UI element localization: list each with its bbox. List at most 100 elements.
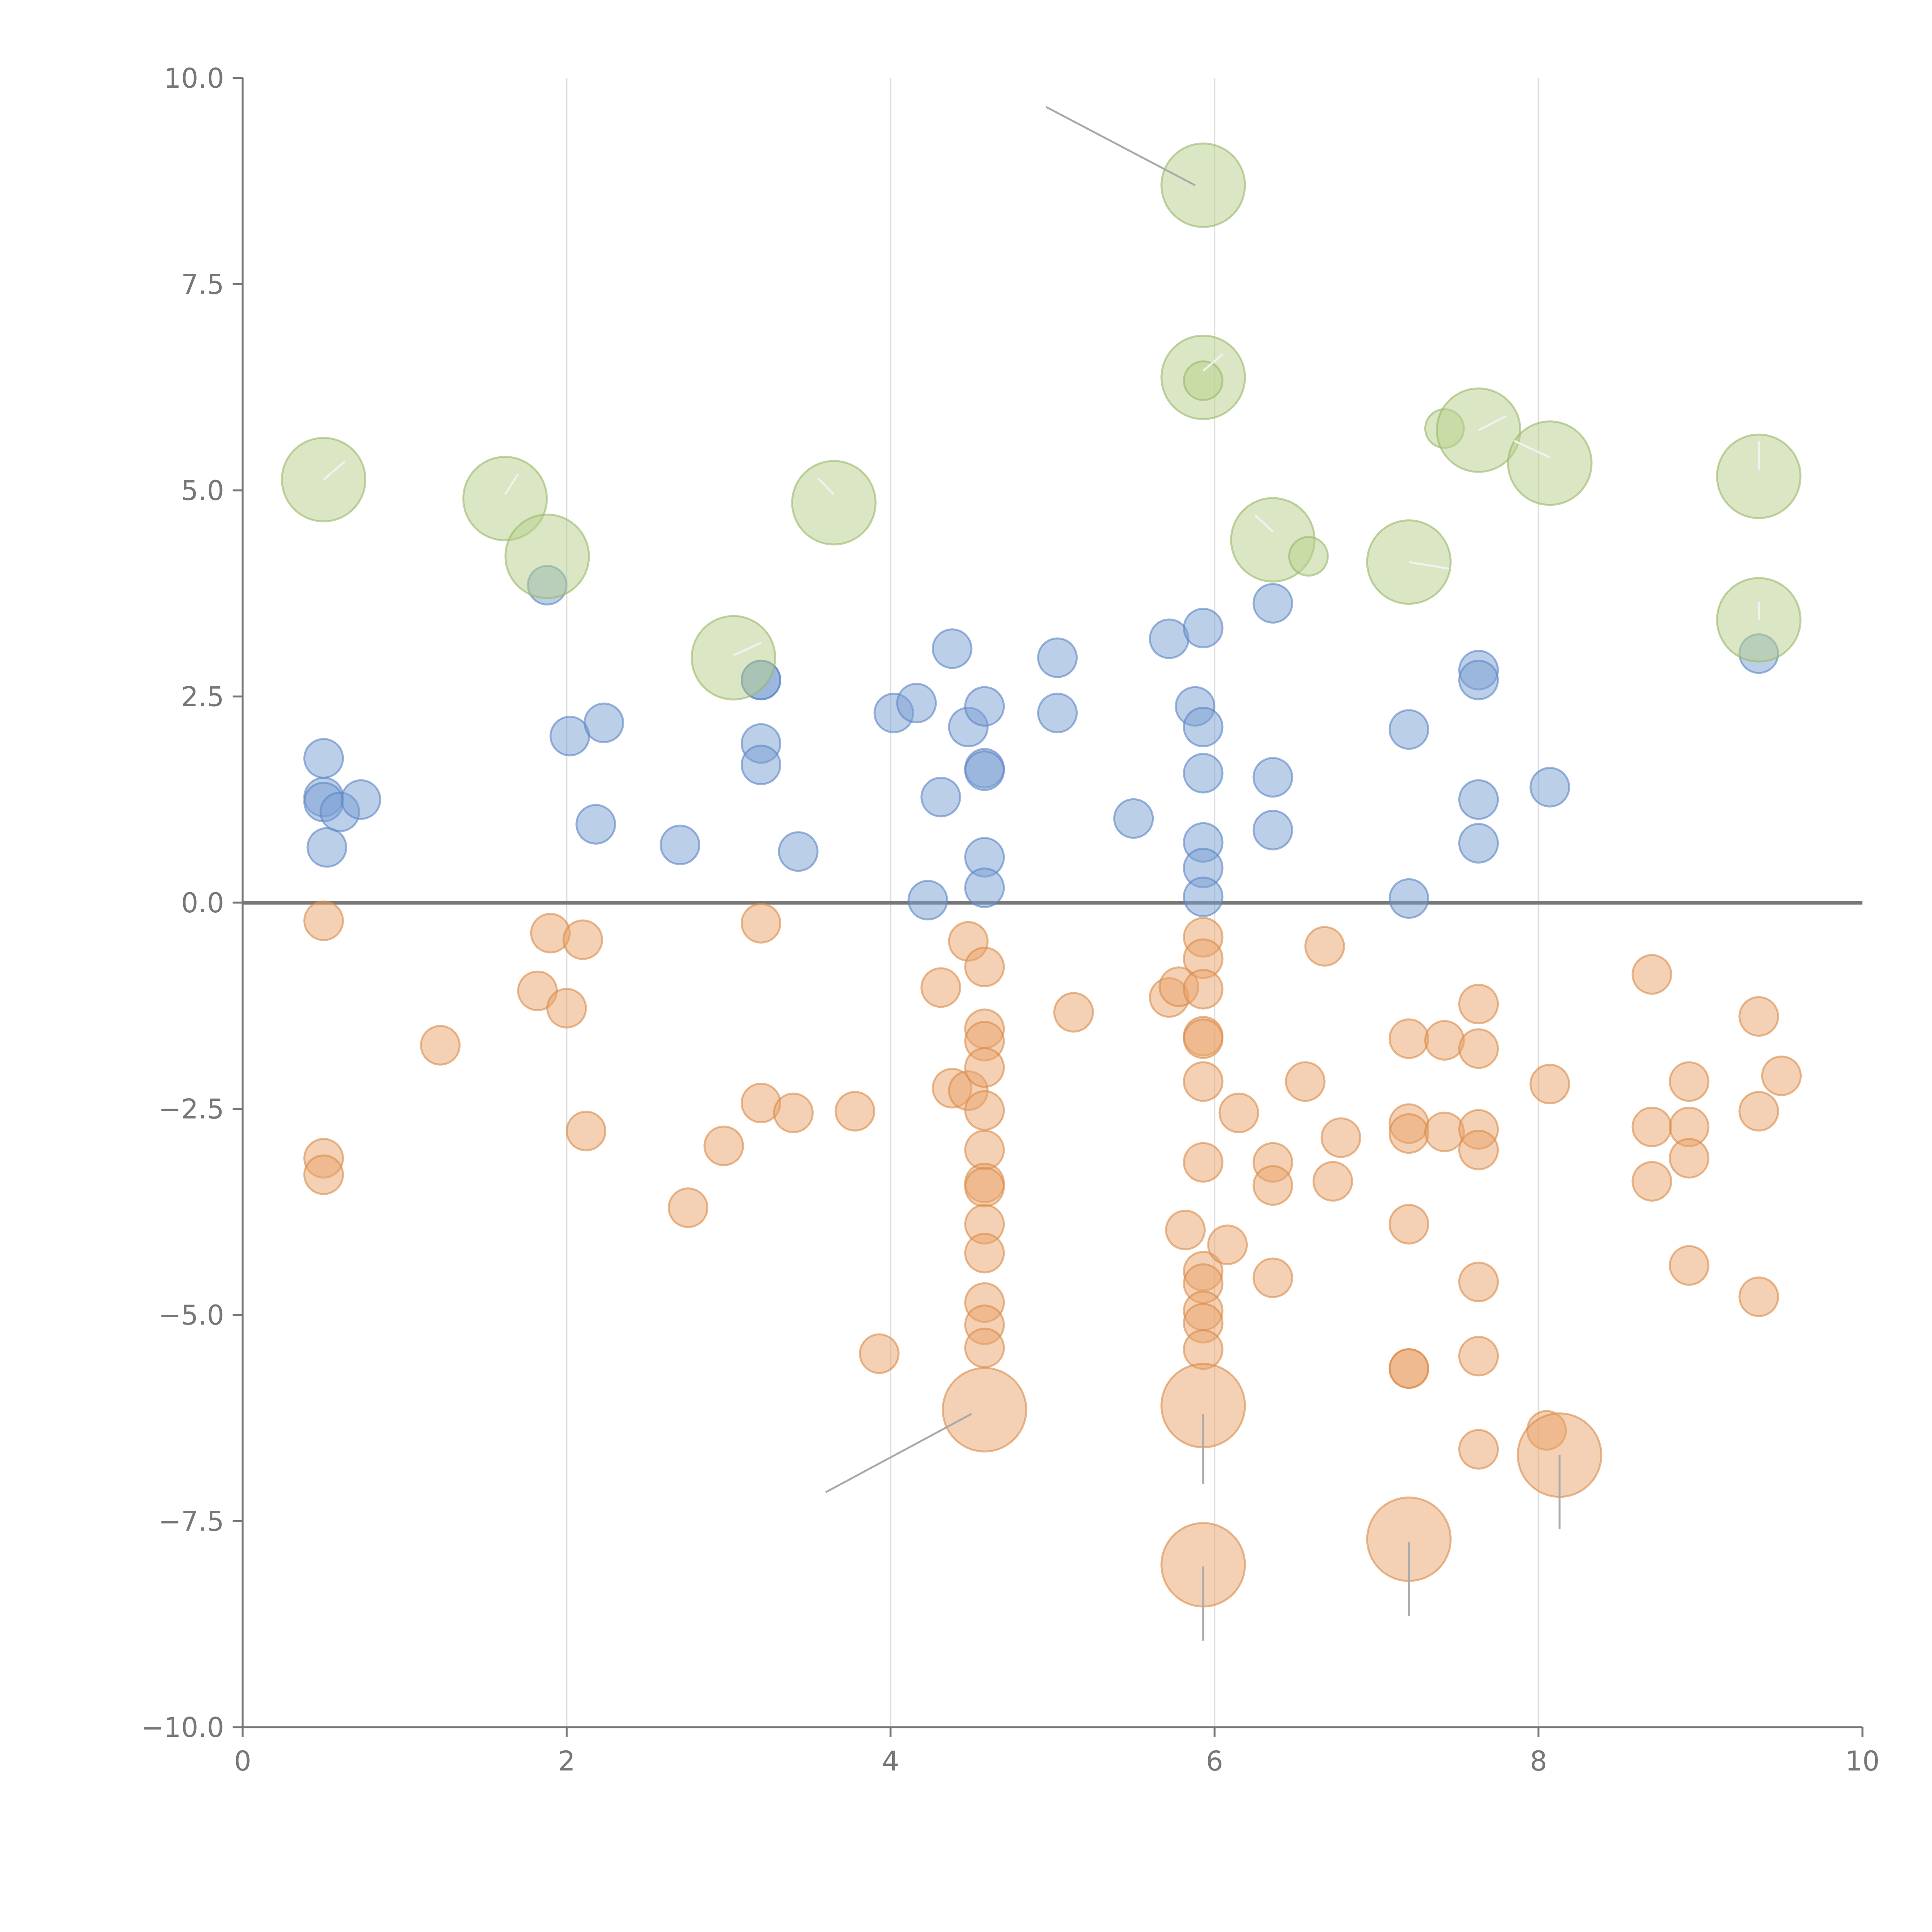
annotation-leader-line [323,461,345,481]
data-point-positive [1183,706,1224,747]
data-point-negative [1738,1091,1779,1132]
data-point-negative [1424,1111,1465,1152]
data-point-positive [907,880,948,921]
data-point-negative [1183,969,1224,1010]
data-point-negative [1458,983,1499,1024]
data-point-positive [920,777,961,818]
data-points [281,142,1802,1608]
data-point-negative [964,1047,1005,1088]
data-point-positive [306,827,347,868]
data-point-negative [1304,926,1345,967]
data-point-positive [1183,876,1224,917]
data-point-negative [1668,1061,1709,1102]
data-point-positive [778,831,819,872]
data-point-negative [1388,1348,1429,1389]
annotation-leader-line [817,477,835,495]
data-point-highlight-positive [1716,434,1802,519]
x-tick-label: 8 [1530,1745,1547,1777]
data-point-negative [1529,1063,1570,1104]
x-tick-label: 4 [882,1745,900,1777]
data-point-negative [1183,1061,1224,1102]
data-point-highlight-positive [504,514,590,599]
y-tick-label: −5.0 [158,1299,224,1331]
data-point-positive [932,628,973,669]
data-point-positive [1252,583,1293,624]
y-tick-label: −2.5 [158,1094,224,1125]
data-point-negative [964,1090,1005,1131]
data-point-negative [1738,1276,1779,1317]
data-point-positive [1252,757,1293,798]
data-point-negative [1218,1092,1259,1133]
data-point-positive [583,702,624,743]
data-point-negative [1388,1018,1429,1059]
y-tick-label: 5.0 [181,475,224,507]
annotation-leader-line [1254,514,1274,532]
data-point-negative [1458,1262,1499,1303]
x-tick-label: 10 [1845,1745,1879,1777]
annotation-leader-line [504,473,519,495]
data-point-negative [1458,1028,1499,1069]
data-point-negative [1458,1129,1499,1170]
data-point-positive [1183,607,1224,648]
data-point-negative [1458,1429,1499,1470]
data-point-positive [1458,779,1499,820]
data-point-positive [1252,810,1293,850]
data-point-negative [1738,996,1779,1037]
data-point-negative [303,1154,344,1195]
data-point-highlight-positive [791,460,877,546]
data-point-negative [964,1327,1005,1368]
y-tick-label: −7.5 [158,1506,224,1537]
annotation-leader-line [1046,106,1196,186]
data-point-positive [1183,753,1224,794]
data-point-highlight-positive [1160,142,1246,228]
data-point-highlight-positive [1288,536,1329,577]
data-point-negative [546,988,587,1029]
data-point-negative [1285,1061,1326,1102]
data-point-negative [1312,1161,1353,1202]
data-point-positive [340,779,381,820]
data-point-negative [964,1233,1005,1274]
data-point-negative [1631,1161,1672,1202]
data-point-negative [420,1025,461,1066]
data-point-highlight-positive [1183,360,1224,401]
data-point-negative [964,946,1005,987]
data-point-positive [303,738,344,779]
annotation-leader-line [1478,415,1507,431]
data-point-positive [1113,798,1154,839]
data-point-negative [1631,1106,1672,1147]
y-tick-label: 7.5 [181,269,224,301]
data-point-positive [1388,878,1429,919]
data-point-negative [1388,1204,1429,1245]
data-point-negative [835,1091,876,1132]
data-point-positive [740,745,781,786]
data-point-negative [1183,1018,1224,1059]
annotation-leader-line [1408,561,1450,570]
data-point-negative [668,1187,709,1228]
leader-lines [323,106,1760,1641]
y-tick-label: 0.0 [181,887,224,919]
annotation-leader-line [1514,440,1550,458]
data-point-negative [1458,1336,1499,1377]
y-tick-label: 2.5 [181,681,224,713]
data-point-positive [964,867,1005,908]
data-point-negative [773,1092,814,1133]
data-point-positive [575,804,616,845]
data-point-highlight-negative [942,1367,1027,1452]
data-point-highlight-positive [1507,420,1593,506]
data-point-positive [1529,767,1570,808]
data-point-negative [566,1111,607,1151]
annotation-leader-line [1202,353,1223,372]
data-point-negative [703,1126,744,1167]
data-point-negative [1388,1113,1429,1154]
data-point-negative [1761,1055,1802,1096]
data-point-negative [303,900,344,941]
annotation-leader-line [825,1413,972,1493]
data-point-negative [1252,1165,1293,1206]
data-point-negative [920,967,961,1008]
data-point-negative [964,1167,1005,1208]
data-point-negative [1424,1020,1465,1061]
data-point-highlight-positive [690,615,776,701]
data-point-negative [1320,1117,1361,1158]
